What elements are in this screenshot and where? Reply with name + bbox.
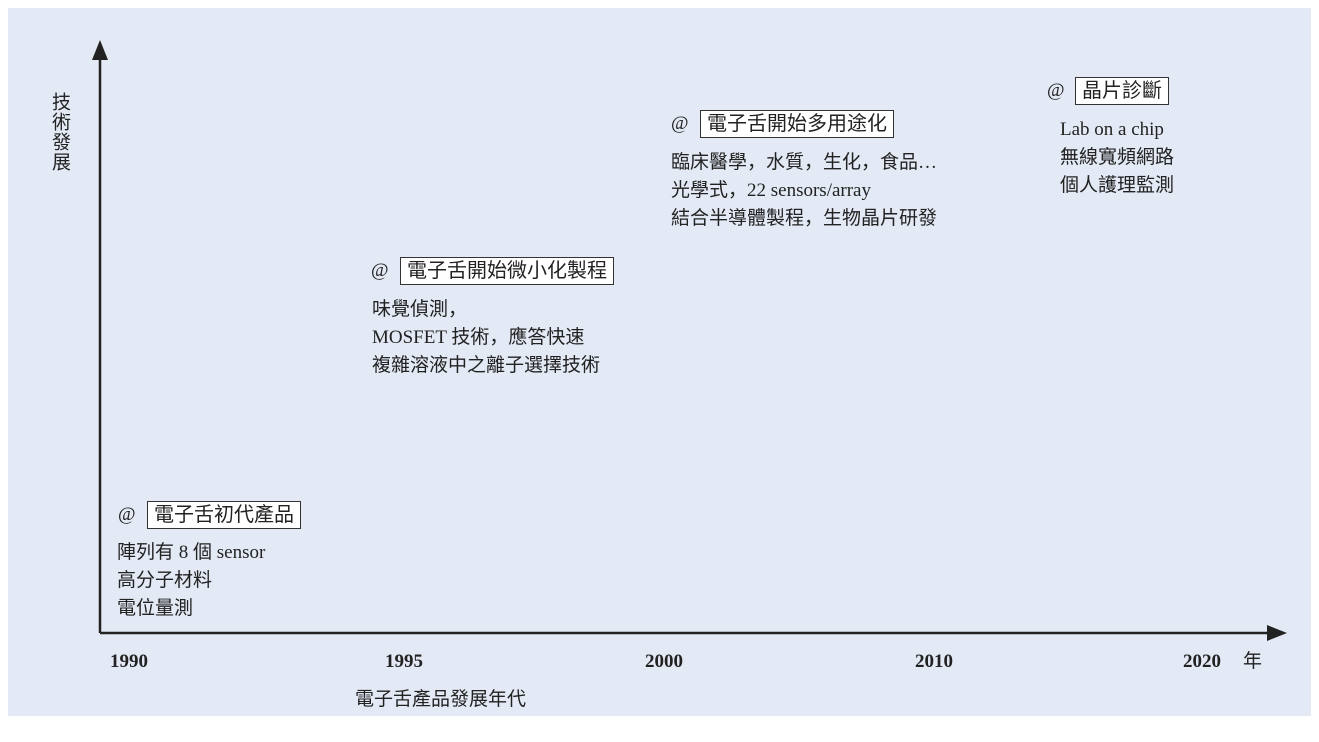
year-label: 2010 bbox=[915, 651, 953, 672]
x-axis-label: 電子舌產品發展年代 bbox=[355, 689, 527, 710]
stage-item: 複雜溶液中之離子選擇技術 bbox=[372, 355, 601, 376]
y-axis-label: 技術發展 bbox=[49, 92, 70, 172]
stage-item: 結合半導體製程，生物晶片研發 bbox=[671, 208, 938, 229]
stage-item: 高分子材料 bbox=[117, 570, 213, 591]
stage-marker: @ bbox=[671, 113, 689, 134]
stage-item: Lab on a chip bbox=[1060, 119, 1164, 140]
stage-title: 電子舌開始微小化製程 bbox=[400, 257, 614, 285]
stage-title: 晶片診斷 bbox=[1075, 77, 1169, 105]
stage-item: 電位量測 bbox=[117, 598, 194, 619]
year-label: 2000 bbox=[645, 651, 683, 672]
year-label: 1990 bbox=[110, 651, 148, 672]
year-label: 1995 bbox=[385, 651, 423, 672]
stage-item: MOSFET 技術，應答快速 bbox=[372, 327, 585, 348]
stage-marker: @ bbox=[1047, 80, 1065, 101]
stage-item: 味覺偵測， bbox=[372, 299, 468, 320]
stage-item: 無線寬頻網路 bbox=[1060, 147, 1175, 168]
stage-title: 電子舌初代產品 bbox=[147, 501, 301, 529]
year-unit: 年 bbox=[1243, 651, 1263, 672]
stage-title: 電子舌開始多用途化 bbox=[700, 110, 894, 138]
stage-item: 陣列有 8 個 sensor bbox=[117, 542, 266, 563]
year-label: 2020 bbox=[1183, 651, 1221, 672]
stage-marker: @ bbox=[118, 504, 136, 525]
stage-marker: @ bbox=[371, 260, 389, 281]
background-panel bbox=[8, 8, 1311, 716]
stage-item: 臨床醫學，水質，生化，食品… bbox=[671, 152, 938, 173]
y-arrow bbox=[92, 40, 108, 60]
stage-item: 個人護理監測 bbox=[1060, 175, 1175, 196]
stage-item: 光學式，22 sensors/array bbox=[671, 180, 871, 201]
x-arrow bbox=[1267, 625, 1287, 641]
